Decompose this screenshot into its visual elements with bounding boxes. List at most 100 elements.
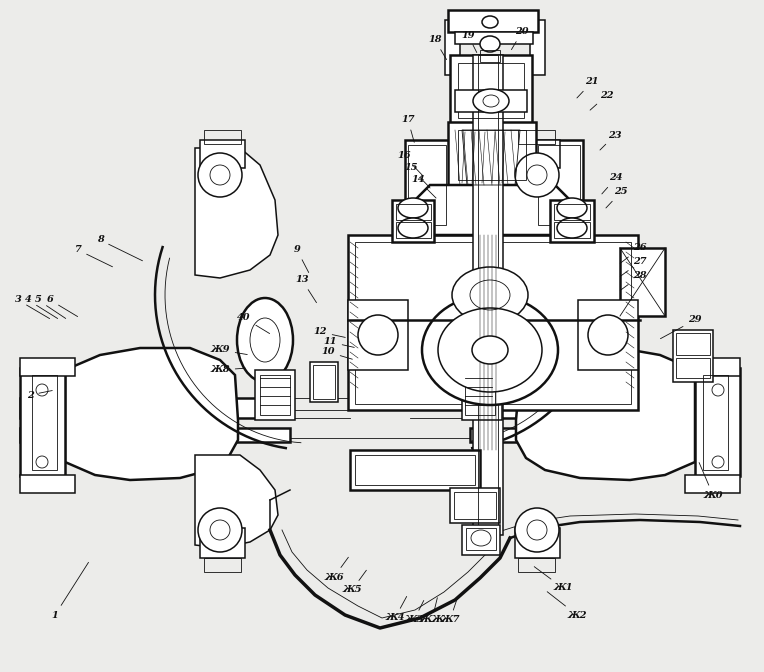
Bar xyxy=(465,375,495,415)
Polygon shape xyxy=(516,348,695,480)
Ellipse shape xyxy=(198,508,242,552)
Bar xyxy=(200,140,245,168)
Text: ЖЖ: ЖЖ xyxy=(419,597,445,624)
Bar xyxy=(480,50,500,62)
Bar xyxy=(703,375,728,470)
Bar xyxy=(470,398,730,418)
Bar xyxy=(538,145,580,225)
Bar xyxy=(255,370,295,420)
Ellipse shape xyxy=(438,308,542,392)
Bar xyxy=(530,20,545,75)
Text: 15: 15 xyxy=(404,163,430,188)
Bar xyxy=(695,368,740,476)
Text: 1: 1 xyxy=(52,562,89,620)
Text: Ж6: Ж6 xyxy=(324,557,348,581)
Ellipse shape xyxy=(473,89,509,113)
Text: Ж2: Ж2 xyxy=(547,592,587,620)
Bar xyxy=(310,362,338,402)
Bar xyxy=(450,488,500,523)
Text: 7: 7 xyxy=(75,245,112,267)
Text: 29: 29 xyxy=(660,315,702,339)
Polygon shape xyxy=(195,148,278,278)
Polygon shape xyxy=(415,185,570,235)
Text: Ж8: Ж8 xyxy=(210,366,245,374)
Bar xyxy=(350,450,480,490)
Text: 14: 14 xyxy=(411,175,436,198)
Bar xyxy=(313,365,335,399)
Bar xyxy=(355,242,631,404)
Ellipse shape xyxy=(36,384,48,396)
Text: 17: 17 xyxy=(401,116,415,142)
Bar xyxy=(550,200,594,242)
Bar xyxy=(200,528,245,558)
Bar xyxy=(455,90,527,112)
Ellipse shape xyxy=(712,456,724,468)
Bar xyxy=(20,428,290,442)
Text: Ж9: Ж9 xyxy=(210,345,248,355)
Text: 12: 12 xyxy=(313,327,345,337)
Ellipse shape xyxy=(398,218,428,238)
Text: 13: 13 xyxy=(295,276,316,302)
Bar xyxy=(355,455,475,485)
Bar xyxy=(348,300,408,370)
Bar xyxy=(535,140,583,230)
Text: 5: 5 xyxy=(34,296,66,319)
Text: 26: 26 xyxy=(620,243,647,263)
Text: 4: 4 xyxy=(24,296,57,319)
Ellipse shape xyxy=(452,267,528,323)
Bar xyxy=(20,368,65,476)
Bar xyxy=(478,55,498,535)
Bar xyxy=(518,558,555,572)
Bar xyxy=(462,525,500,555)
Bar xyxy=(466,528,496,550)
Bar xyxy=(408,145,446,225)
Bar xyxy=(396,204,431,220)
Bar xyxy=(458,63,524,118)
Bar xyxy=(204,558,241,572)
Ellipse shape xyxy=(557,198,587,218)
Bar xyxy=(204,130,241,144)
Ellipse shape xyxy=(398,198,428,218)
Text: 3: 3 xyxy=(15,296,50,319)
Ellipse shape xyxy=(480,36,500,52)
Text: 2: 2 xyxy=(27,390,52,399)
Bar xyxy=(462,370,502,420)
Text: Ж4: Ж4 xyxy=(385,597,406,622)
Bar xyxy=(676,358,710,378)
Text: 40: 40 xyxy=(238,314,270,333)
Ellipse shape xyxy=(557,218,587,238)
Ellipse shape xyxy=(515,153,559,197)
Bar xyxy=(448,10,538,32)
Bar xyxy=(455,32,533,44)
Bar xyxy=(20,398,290,418)
Bar xyxy=(458,130,526,180)
Text: 24: 24 xyxy=(602,173,623,194)
Text: 25: 25 xyxy=(606,187,628,208)
Text: 18: 18 xyxy=(429,36,447,60)
Text: 10: 10 xyxy=(321,347,352,360)
Bar xyxy=(348,235,638,410)
Text: 21: 21 xyxy=(577,77,599,98)
Text: 27: 27 xyxy=(620,257,647,276)
Bar xyxy=(448,122,536,187)
Text: 11: 11 xyxy=(323,337,354,347)
Bar xyxy=(685,358,740,376)
Ellipse shape xyxy=(712,384,724,396)
Bar xyxy=(260,375,290,415)
Ellipse shape xyxy=(36,456,48,468)
Bar xyxy=(454,492,496,519)
Bar xyxy=(396,222,431,238)
Ellipse shape xyxy=(515,508,559,552)
Text: Ж5: Ж5 xyxy=(342,571,367,595)
Bar xyxy=(620,248,665,316)
Text: 19: 19 xyxy=(461,30,477,52)
Bar xyxy=(20,475,75,493)
Bar xyxy=(578,300,638,370)
Ellipse shape xyxy=(462,298,518,382)
Text: Ж7: Ж7 xyxy=(440,599,460,624)
Text: 16: 16 xyxy=(397,151,423,176)
Bar xyxy=(515,140,560,168)
Bar xyxy=(445,20,460,75)
Bar xyxy=(473,55,503,535)
Bar xyxy=(554,222,590,238)
